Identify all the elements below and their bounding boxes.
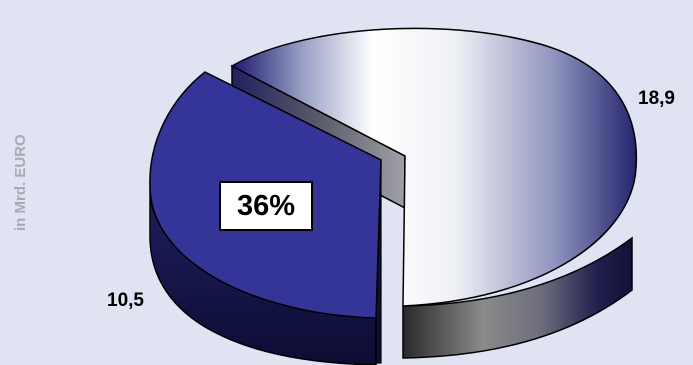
slice-value-label-10-5: 10,5 [107,290,144,311]
slice-18-9-side [402,236,633,359]
slice-value-label-18-9: 18,9 [638,88,675,109]
percent-label: 36% [236,189,296,222]
slice-18-9-top [230,27,638,307]
y-axis-label: in Mrd. EURO [12,134,29,231]
percent-label-box: 36% [219,181,313,231]
